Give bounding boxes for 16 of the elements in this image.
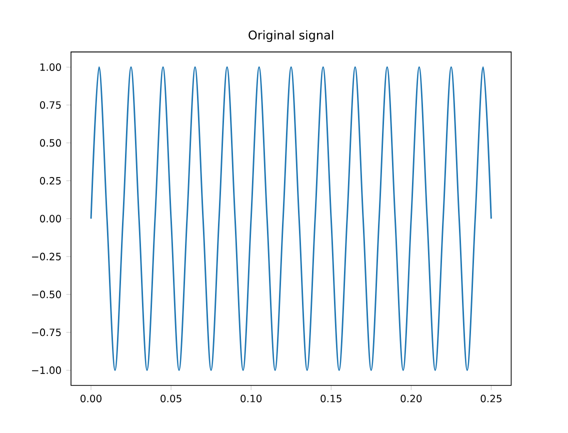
x-tick-label: 0.20 <box>400 394 422 402</box>
x-tick-label: 0.05 <box>160 394 182 402</box>
y-tick-label: −0.50 <box>32 290 61 298</box>
y-tick-label: −0.75 <box>32 328 61 336</box>
x-tick-label: 0.10 <box>240 394 262 402</box>
y-tick-label: 0.75 <box>40 101 61 109</box>
y-tick-label: −1.00 <box>32 366 61 374</box>
x-tick-label: 0.15 <box>320 394 342 402</box>
y-tick-label: 0.00 <box>40 214 61 222</box>
y-tick-label: −0.25 <box>32 252 61 260</box>
x-tick-label: 0.00 <box>80 394 102 402</box>
y-tick-label: 1.00 <box>40 63 61 71</box>
y-tick-label: 0.50 <box>40 139 61 147</box>
y-tick-label: 0.25 <box>40 176 61 185</box>
x-tick-label: 0.25 <box>480 394 502 402</box>
chart-title: Original signal <box>248 30 334 42</box>
